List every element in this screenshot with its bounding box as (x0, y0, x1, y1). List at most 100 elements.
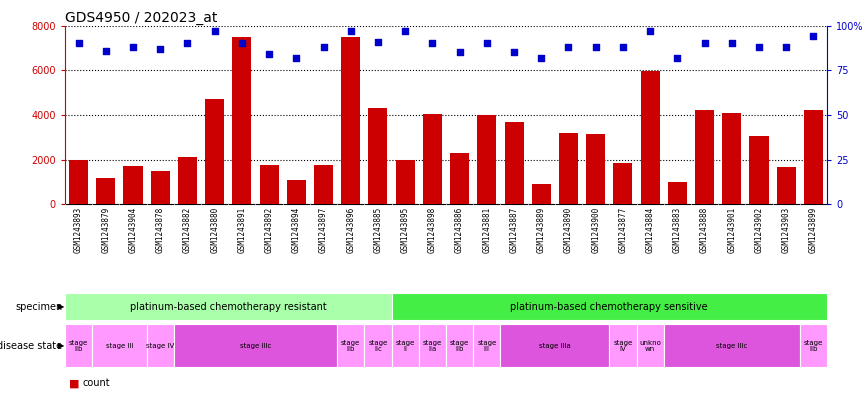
Text: GSM1243897: GSM1243897 (319, 207, 328, 253)
Bar (695, 110, 714, 204)
Point (670, 55, 684, 61)
Text: GSM1243898: GSM1243898 (428, 207, 436, 253)
Bar (92, 324, 146, 367)
Text: GSM1243893: GSM1243893 (74, 207, 83, 253)
Point (507, 49, 521, 55)
Bar (96, 178, 115, 204)
Text: stage
IIc: stage IIc (368, 340, 388, 352)
Point (589, 44, 603, 50)
Bar (532, 184, 551, 204)
Bar (365, 324, 391, 367)
Text: stage
II: stage II (396, 340, 415, 352)
Point (344, 28, 358, 34)
Bar (146, 324, 174, 367)
Point (180, 40, 194, 46)
Text: GSM1243881: GSM1243881 (482, 207, 491, 253)
Bar (559, 133, 578, 204)
Bar (174, 324, 337, 367)
Text: GSM1243889: GSM1243889 (537, 207, 546, 253)
Point (289, 55, 303, 61)
Bar (613, 163, 632, 204)
Text: GSM1243884: GSM1243884 (646, 207, 655, 253)
Point (725, 40, 739, 46)
Bar (419, 324, 446, 367)
Bar (69, 160, 88, 204)
Point (534, 55, 548, 61)
Bar (314, 165, 333, 204)
Bar (450, 153, 469, 204)
Text: GSM1243903: GSM1243903 (782, 207, 791, 253)
Point (371, 39, 385, 45)
Text: stage
IIb: stage IIb (804, 340, 823, 352)
Point (398, 28, 412, 34)
Text: GSM1243879: GSM1243879 (101, 207, 110, 253)
Text: stage
IV: stage IV (613, 340, 632, 352)
Bar (777, 167, 796, 204)
Text: stage
III: stage III (477, 340, 496, 352)
Text: count: count (82, 378, 110, 388)
Bar (446, 324, 473, 367)
Point (72, 40, 86, 46)
Bar (610, 324, 637, 367)
Bar (260, 165, 279, 204)
Point (208, 28, 222, 34)
Text: GSM1243902: GSM1243902 (754, 207, 764, 253)
Bar (804, 110, 823, 204)
Point (317, 44, 331, 50)
Point (616, 44, 630, 50)
Text: GSM1243894: GSM1243894 (292, 207, 301, 253)
Text: GSM1243878: GSM1243878 (156, 207, 165, 253)
Text: GSM1243901: GSM1243901 (727, 207, 736, 253)
Bar (722, 113, 741, 204)
Bar (391, 324, 419, 367)
Bar (368, 108, 387, 204)
Point (99, 48, 113, 54)
Text: stage IIIc: stage IIIc (240, 343, 271, 349)
Text: stage
IIb: stage IIb (69, 340, 88, 352)
Text: stage IV: stage IV (146, 343, 174, 349)
Text: GSM1243904: GSM1243904 (128, 207, 138, 253)
Bar (800, 324, 827, 367)
Bar (151, 171, 170, 204)
Bar (505, 122, 524, 204)
Bar (337, 324, 365, 367)
Bar (473, 324, 501, 367)
Bar (178, 158, 197, 204)
Point (752, 44, 766, 50)
Text: stage
IIb: stage IIb (341, 340, 360, 352)
Bar (477, 115, 496, 204)
Text: ■: ■ (69, 378, 80, 388)
Text: GDS4950 / 202023_at: GDS4950 / 202023_at (65, 11, 217, 24)
Text: GSM1243877: GSM1243877 (618, 207, 627, 253)
Bar (501, 324, 610, 367)
Point (698, 40, 712, 46)
Bar (586, 134, 605, 204)
Text: GSM1243888: GSM1243888 (700, 207, 709, 253)
Text: stage
IIb: stage IIb (450, 340, 469, 352)
Text: GSM1243891: GSM1243891 (237, 207, 246, 253)
Text: GSM1243899: GSM1243899 (809, 207, 818, 253)
Text: GSM1243882: GSM1243882 (183, 207, 192, 253)
Text: GSM1243880: GSM1243880 (210, 207, 219, 253)
Text: stage IIIc: stage IIIc (716, 343, 747, 349)
Bar (641, 72, 660, 204)
Text: GSM1243892: GSM1243892 (265, 207, 274, 253)
Text: ▶: ▶ (57, 302, 64, 311)
Bar (396, 160, 415, 204)
Text: stage III: stage III (106, 343, 133, 349)
Point (262, 51, 276, 57)
Bar (124, 166, 143, 204)
Text: GSM1243890: GSM1243890 (564, 207, 573, 253)
Bar (637, 324, 663, 367)
Text: GSM1243895: GSM1243895 (401, 207, 410, 253)
Bar (663, 324, 800, 367)
Point (806, 33, 820, 39)
Bar (287, 180, 306, 204)
Text: unkno
wn: unkno wn (639, 340, 661, 352)
Text: GSM1243900: GSM1243900 (591, 207, 600, 253)
Point (153, 46, 167, 52)
Text: platinum-based chemotherapy resistant: platinum-based chemotherapy resistant (130, 301, 326, 312)
Text: GSM1243896: GSM1243896 (346, 207, 355, 253)
Point (453, 49, 467, 55)
Bar (341, 37, 360, 204)
